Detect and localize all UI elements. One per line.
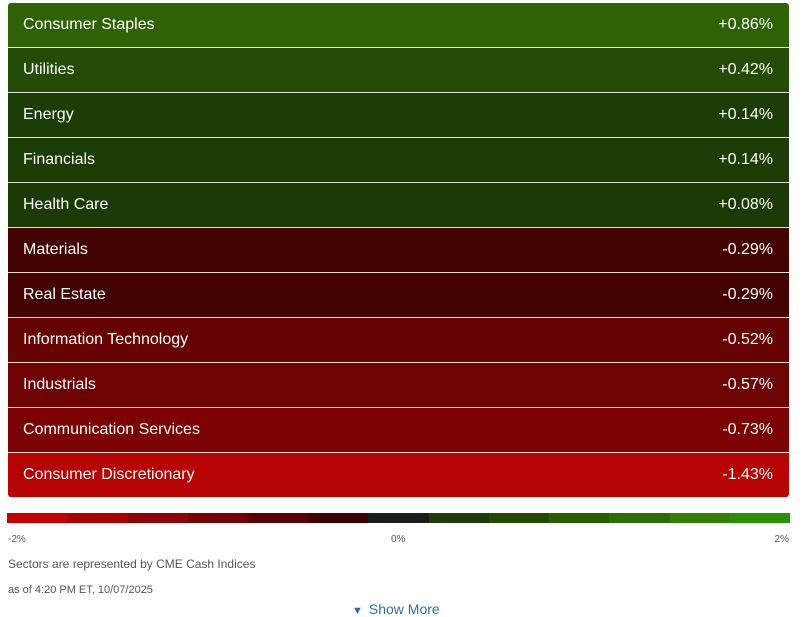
sector-row[interactable]: Consumer Discretionary -1.43% <box>8 453 789 497</box>
scale-segment <box>7 513 68 523</box>
scale-segment <box>729 513 791 523</box>
sector-change: +0.86% <box>718 16 773 33</box>
sector-row[interactable]: Information Technology -0.52% <box>8 318 789 363</box>
scale-segment <box>187 513 248 523</box>
sector-row[interactable]: Real Estate -0.29% <box>8 273 789 318</box>
sector-change: +0.14% <box>718 106 773 123</box>
sector-name: Utilities <box>23 61 75 78</box>
sector-change: +0.14% <box>718 151 773 168</box>
scale-segment <box>247 513 309 523</box>
sector-row[interactable]: Financials +0.14% <box>8 138 789 183</box>
sector-change: -0.73% <box>722 421 773 438</box>
sector-row[interactable]: Communication Services -0.73% <box>8 408 789 453</box>
scale-max-label: 2% <box>774 534 789 545</box>
show-more-label: Show More <box>368 601 440 617</box>
sector-name: Health Care <box>23 196 109 213</box>
sector-row[interactable]: Materials -0.29% <box>8 228 789 273</box>
scale-segment <box>488 513 550 523</box>
scale-min-label: -2% <box>8 534 26 545</box>
scale-segment <box>549 513 610 523</box>
color-scale-legend <box>7 513 791 523</box>
sector-row[interactable]: Consumer Staples +0.86% <box>8 3 789 48</box>
sector-name: Financials <box>23 151 96 168</box>
scale-mid-label: 0% <box>391 534 406 545</box>
sector-row[interactable]: Energy +0.14% <box>8 93 789 138</box>
scale-segment <box>669 513 730 523</box>
scale-segment <box>127 513 188 523</box>
scale-segment <box>67 513 128 523</box>
sector-performance-list: Consumer Staples +0.86% Utilities +0.42% Ene… <box>8 3 789 497</box>
sector-name: Information Technology <box>23 331 189 348</box>
sector-name: Consumer Discretionary <box>23 466 195 483</box>
timestamp: as of 4:20 PM ET, 10/07/2025 <box>8 584 153 596</box>
source-note: Sectors are represented by CME Cash Indi… <box>8 557 256 571</box>
sector-name: Real Estate <box>23 286 106 303</box>
sector-change: -0.57% <box>722 376 773 393</box>
sector-row[interactable]: Health Care +0.08% <box>8 183 789 228</box>
sector-change: +0.08% <box>718 196 773 213</box>
sector-name: Materials <box>23 241 88 258</box>
scale-segment <box>308 513 369 523</box>
sector-row[interactable]: Utilities +0.42% <box>8 48 789 93</box>
sector-name: Communication Services <box>23 421 200 438</box>
chevron-down-icon: ▼ <box>352 605 363 617</box>
sector-name: Consumer Staples <box>23 16 155 33</box>
sector-change: +0.42% <box>718 61 773 78</box>
sector-change: -0.29% <box>722 286 773 303</box>
scale-segment <box>428 513 489 523</box>
sector-row[interactable]: Industrials -0.57% <box>8 363 789 408</box>
sector-name: Energy <box>23 106 74 123</box>
sector-name: Industrials <box>23 376 96 393</box>
sector-change: -1.43% <box>722 466 773 483</box>
sector-change: -0.52% <box>722 331 773 348</box>
scale-segment <box>368 513 429 523</box>
sector-change: -0.29% <box>722 241 773 258</box>
scale-segment <box>609 513 670 523</box>
show-more-link[interactable]: ▼ Show More <box>352 601 440 617</box>
